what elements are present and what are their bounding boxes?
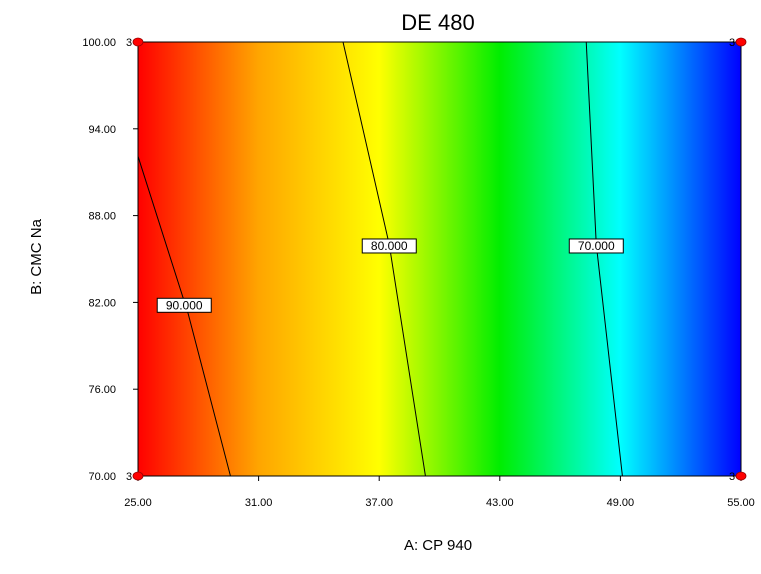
contour-lines: 90.000 80.000 70.000 [137,41,624,477]
replicate-count: 3 [729,471,735,483]
x-tick-label: 55.00 [727,497,755,509]
y-tick-label: 100.00 [82,37,116,49]
design-point [735,471,747,481]
contour-label: 70.000 [578,239,615,253]
y-tick-label: 94.00 [88,124,116,136]
contour-line-1 [137,156,231,477]
y-tick-label: 88.00 [88,211,116,223]
y-axis-label: B: CMC Na [28,218,45,295]
design-point [132,471,144,481]
x-tick-label: 31.00 [245,497,273,509]
contour-label: 90.000 [166,298,203,312]
contour-label-box [568,238,624,254]
x-tick-label: 37.00 [365,497,393,509]
plot-area [137,41,742,477]
design-point [132,37,144,47]
x-tick-label: 49.00 [607,497,635,509]
x-tick-label: 25.00 [124,497,152,509]
axes: 25.00 31.00 37.00 43.00 49.00 55.00 70.00 76.00… [82,37,754,509]
design-point [735,37,747,47]
replicate-count: 3 [126,37,132,49]
replicate-count: 3 [126,471,132,483]
x-axis-label: A: CP 940 [404,537,472,554]
contour-label-box [361,238,417,254]
x-tick-label: 43.00 [486,497,514,509]
chart-title: DE 480 [401,10,474,35]
contour-label: 80.000 [371,239,408,253]
replicate-count: 3 [729,37,735,49]
design-points: 3 3 3 3 [126,37,747,483]
y-tick-label: 70.00 [88,471,116,483]
contour-label-box [156,297,212,313]
y-tick-label: 76.00 [88,384,116,396]
y-tick-label: 82.00 [88,297,116,309]
